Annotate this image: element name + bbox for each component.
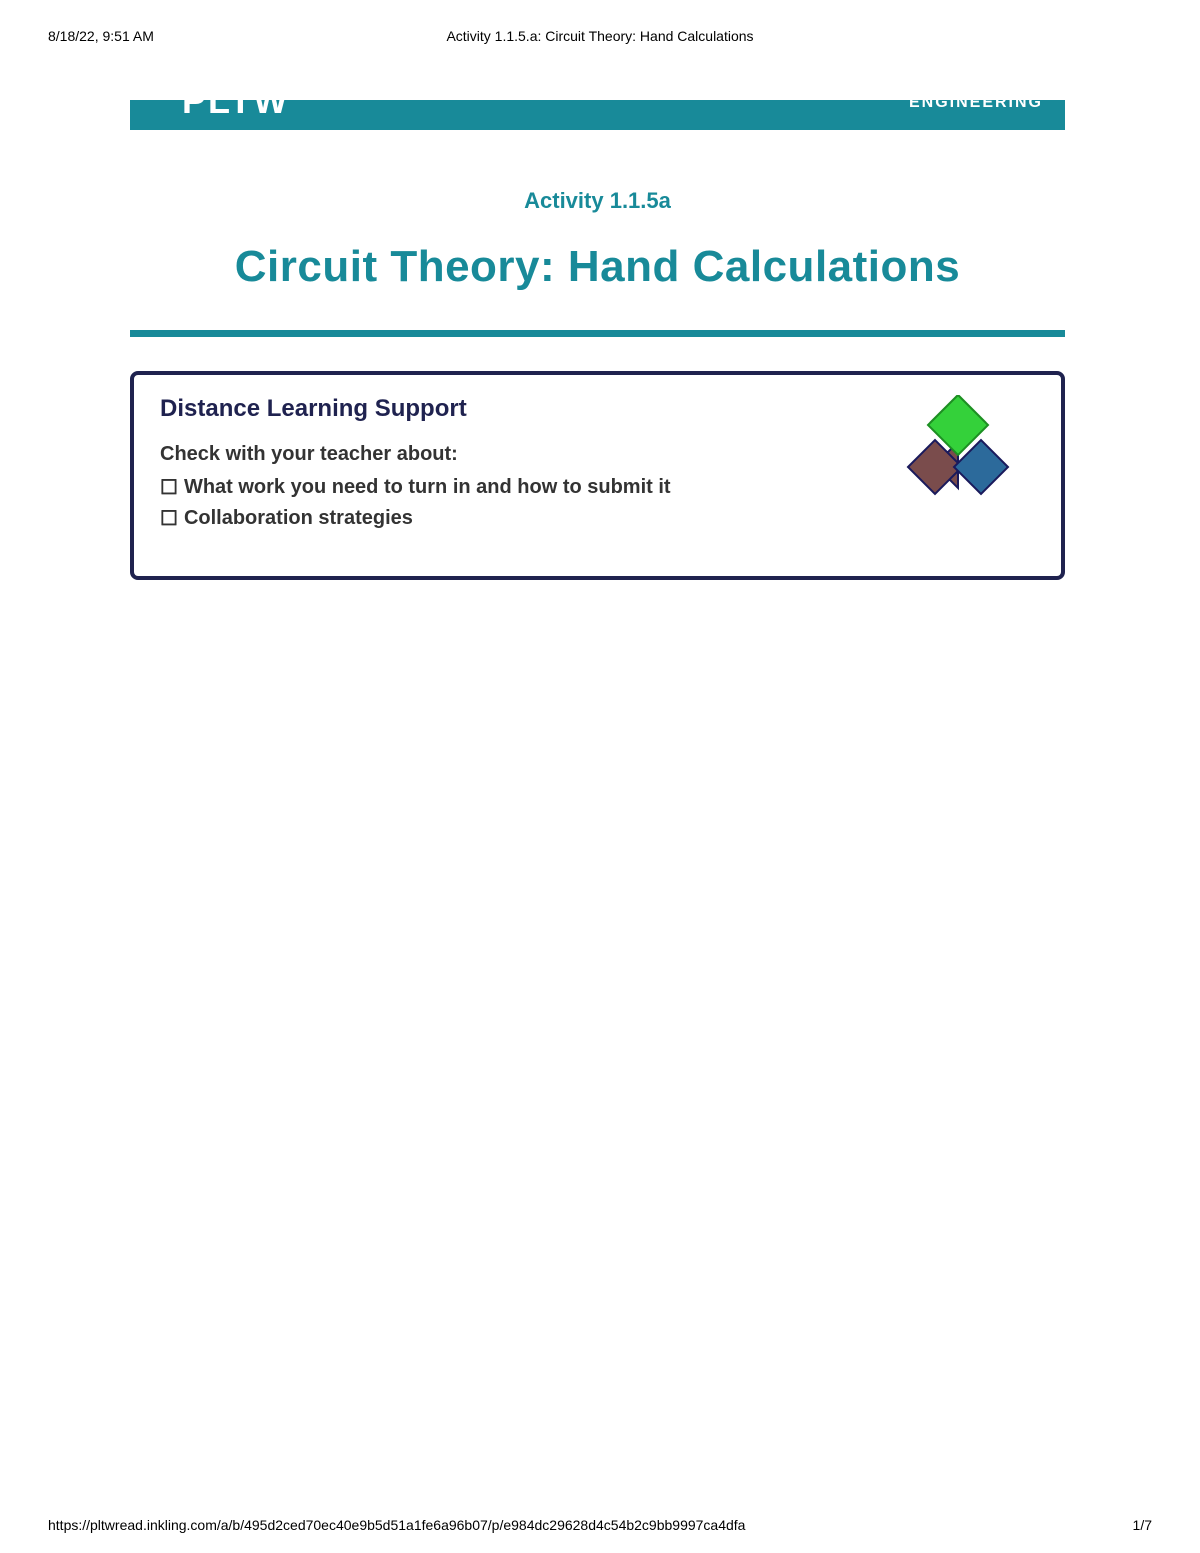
diamond-right bbox=[958, 442, 1004, 488]
checklist-item-label: What work you need to turn in and how to… bbox=[184, 476, 671, 499]
page-title: Circuit Theory: Hand Calculations bbox=[130, 242, 1065, 292]
print-url: https://pltwread.inkling.com/a/b/495d2ce… bbox=[48, 1517, 745, 1533]
print-header-title: Activity 1.1.5.a: Circuit Theory: Hand C… bbox=[446, 28, 753, 44]
print-page-indicator: 1/7 bbox=[1133, 1517, 1152, 1533]
page-content: PLTW ENGINEERING Activity 1.1.5a Circuit… bbox=[130, 100, 1065, 580]
print-timestamp: 8/18/22, 9:51 AM bbox=[48, 28, 154, 44]
diamond-top bbox=[931, 395, 985, 449]
brand-category-text: ENGINEERING bbox=[909, 100, 1043, 111]
checkbox-icon: ☐ bbox=[160, 509, 178, 529]
checklist-item-label: Collaboration strategies bbox=[184, 507, 413, 530]
title-divider bbox=[130, 330, 1065, 337]
brand-banner: PLTW ENGINEERING bbox=[130, 100, 1065, 130]
checkbox-icon: ☐ bbox=[160, 478, 178, 498]
activity-label: Activity 1.1.5a bbox=[130, 188, 1065, 214]
distance-learning-box: Distance Learning Support Check with you… bbox=[130, 371, 1065, 580]
checklist-item: ☐ Collaboration strategies bbox=[160, 507, 1035, 530]
diamond-icon bbox=[903, 395, 1013, 505]
brand-logo-text: PLTW bbox=[182, 100, 289, 110]
